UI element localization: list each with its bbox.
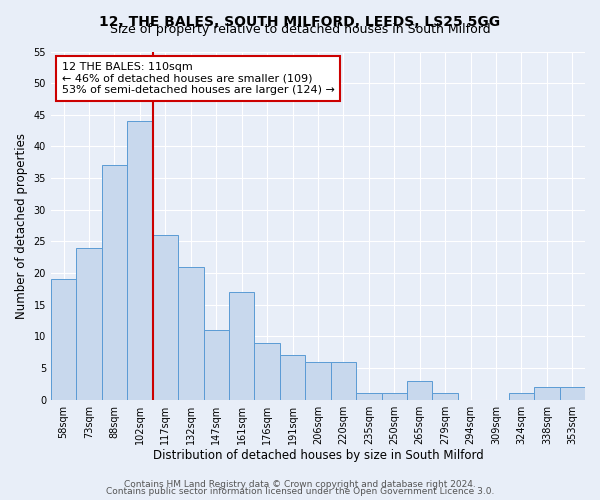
Text: 12, THE BALES, SOUTH MILFORD, LEEDS, LS25 5GG: 12, THE BALES, SOUTH MILFORD, LEEDS, LS2… bbox=[100, 15, 500, 29]
Bar bbox=[305, 362, 331, 400]
Bar bbox=[152, 235, 178, 400]
Text: 12 THE BALES: 110sqm
← 46% of detached houses are smaller (109)
53% of semi-deta: 12 THE BALES: 110sqm ← 46% of detached h… bbox=[62, 62, 334, 95]
Bar bbox=[280, 356, 305, 400]
Bar bbox=[407, 380, 433, 400]
Text: Contains public sector information licensed under the Open Government Licence 3.: Contains public sector information licen… bbox=[106, 487, 494, 496]
Text: Size of property relative to detached houses in South Milford: Size of property relative to detached ho… bbox=[110, 22, 490, 36]
Bar bbox=[178, 267, 203, 400]
Y-axis label: Number of detached properties: Number of detached properties bbox=[15, 132, 28, 318]
X-axis label: Distribution of detached houses by size in South Milford: Distribution of detached houses by size … bbox=[152, 450, 484, 462]
Bar bbox=[382, 394, 407, 400]
Bar bbox=[127, 121, 152, 400]
Bar bbox=[433, 394, 458, 400]
Bar bbox=[356, 394, 382, 400]
Bar bbox=[76, 248, 102, 400]
Bar bbox=[509, 394, 534, 400]
Bar bbox=[560, 387, 585, 400]
Bar bbox=[534, 387, 560, 400]
Bar bbox=[203, 330, 229, 400]
Bar bbox=[254, 342, 280, 400]
Bar bbox=[331, 362, 356, 400]
Bar bbox=[51, 280, 76, 400]
Bar bbox=[229, 292, 254, 400]
Bar bbox=[102, 166, 127, 400]
Text: Contains HM Land Registry data © Crown copyright and database right 2024.: Contains HM Land Registry data © Crown c… bbox=[124, 480, 476, 489]
